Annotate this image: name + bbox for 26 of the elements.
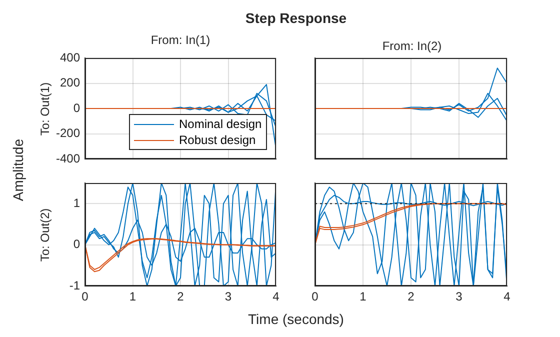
y-axis-title: To: Out(2) <box>38 208 52 262</box>
x-tick-label: 4 <box>504 290 511 304</box>
x-tick-label: 2 <box>408 290 415 304</box>
y-tick-label: 1 <box>73 196 80 210</box>
x-axis-title: Time (seconds) <box>248 311 344 327</box>
x-tick-label: 0 <box>312 290 319 304</box>
x-tick-label: 3 <box>224 290 232 304</box>
legend-label: Nominal design <box>179 117 262 131</box>
y-tick-label: 0 <box>73 100 80 115</box>
y-tick-label: 400 <box>60 50 80 64</box>
x-tick-label: 2 <box>177 290 184 304</box>
y-tick-label: -1 <box>69 278 80 292</box>
text: Amplitude <box>10 138 26 202</box>
legend-label: Robust design <box>179 133 256 147</box>
y-tick-label: 200 <box>60 76 80 90</box>
chart-subtitle: From: In(1) <box>150 33 210 47</box>
y-tick-label: -200 <box>56 126 80 140</box>
chart-title: Step Response <box>245 10 347 26</box>
y-tick-label: 0 <box>73 237 80 252</box>
chart-title: From: In(2) <box>382 39 442 53</box>
x-tick-label: 4 <box>272 290 280 304</box>
x-tick-label: 1 <box>129 290 136 304</box>
y-axis-title: To: Out(1) <box>38 82 52 136</box>
y-tick-label: -400 <box>56 151 80 166</box>
x-tick-label: 3 <box>456 290 463 304</box>
x-tick-label: 1 <box>360 290 367 304</box>
